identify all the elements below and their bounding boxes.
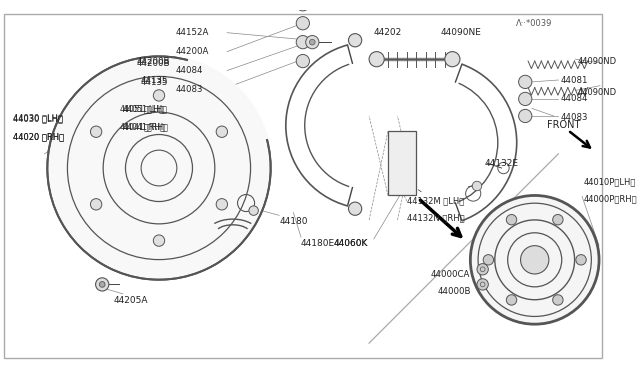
Circle shape (154, 90, 164, 101)
Circle shape (520, 246, 549, 274)
Circle shape (518, 75, 532, 89)
Circle shape (506, 215, 516, 225)
Text: 44083: 44083 (175, 85, 203, 94)
Circle shape (216, 199, 228, 210)
Circle shape (477, 279, 488, 290)
Text: 44152A: 44152A (175, 28, 209, 37)
Text: 44090ND: 44090ND (577, 88, 616, 97)
Circle shape (349, 33, 362, 47)
Text: 44010P〈LH〉: 44010P〈LH〉 (584, 178, 636, 187)
Circle shape (249, 206, 259, 215)
Text: 44200A: 44200A (175, 47, 209, 56)
Text: 44000P〈RH〉: 44000P〈RH〉 (584, 195, 637, 204)
Text: 44020 〈RH〉: 44020 〈RH〉 (13, 132, 65, 141)
Text: 44083: 44083 (560, 113, 588, 122)
Text: 44180: 44180 (279, 218, 308, 227)
Circle shape (518, 92, 532, 106)
Text: 44084: 44084 (560, 94, 588, 103)
FancyBboxPatch shape (4, 14, 602, 358)
Text: FRONT: FRONT (547, 121, 580, 131)
Circle shape (445, 52, 460, 67)
Circle shape (553, 295, 563, 305)
Text: 44051〈LH〉: 44051〈LH〉 (119, 104, 164, 113)
Text: 44051〈LH〉: 44051〈LH〉 (123, 104, 168, 113)
Circle shape (99, 282, 105, 287)
Text: Λ··*0039: Λ··*0039 (516, 19, 552, 28)
Text: 44020 〈RH〉: 44020 〈RH〉 (13, 132, 65, 141)
Text: 44135: 44135 (140, 78, 168, 87)
Text: 44000B: 44000B (437, 286, 471, 295)
Text: 44200B: 44200B (136, 60, 170, 68)
Circle shape (296, 54, 310, 68)
Circle shape (296, 35, 310, 49)
Text: 44180E: 44180E (301, 239, 335, 248)
Circle shape (306, 35, 319, 49)
Text: 44135: 44135 (140, 76, 168, 84)
Circle shape (518, 109, 532, 123)
Circle shape (470, 195, 599, 324)
Text: 44200B: 44200B (136, 57, 170, 65)
Circle shape (90, 126, 102, 137)
Text: 44132E: 44132E (484, 159, 518, 168)
Text: 44084: 44084 (175, 66, 203, 75)
Text: 44205A: 44205A (113, 296, 148, 305)
Circle shape (296, 0, 310, 11)
Text: 44041〈RH〉: 44041〈RH〉 (123, 123, 169, 132)
Circle shape (296, 17, 310, 30)
Text: 44090ND: 44090ND (577, 57, 616, 65)
Text: 44041〈RH〉: 44041〈RH〉 (119, 123, 165, 132)
Text: 44060K: 44060K (333, 239, 367, 248)
Circle shape (506, 295, 516, 305)
Circle shape (553, 215, 563, 225)
Circle shape (154, 235, 164, 246)
Circle shape (472, 181, 482, 191)
Text: 44030 〈LH〉: 44030 〈LH〉 (13, 113, 63, 122)
Text: 44090NE: 44090NE (440, 28, 481, 37)
Text: 44202: 44202 (374, 28, 402, 37)
Circle shape (477, 264, 488, 275)
Circle shape (216, 126, 228, 137)
Text: 44132N 〈RH〉: 44132N 〈RH〉 (407, 214, 465, 223)
Text: 44060K: 44060K (333, 239, 367, 248)
Circle shape (47, 56, 271, 280)
Circle shape (576, 254, 586, 265)
Circle shape (95, 278, 109, 291)
Circle shape (349, 202, 362, 215)
Text: 44081: 44081 (560, 76, 588, 84)
Text: 44000CA: 44000CA (431, 270, 470, 279)
Circle shape (483, 254, 493, 265)
Circle shape (369, 52, 384, 67)
Circle shape (310, 39, 315, 45)
Circle shape (90, 199, 102, 210)
Text: 44132M 〈LH〉: 44132M 〈LH〉 (407, 197, 464, 206)
Text: 44030 〈LH〉: 44030 〈LH〉 (13, 114, 63, 123)
FancyBboxPatch shape (388, 131, 417, 195)
